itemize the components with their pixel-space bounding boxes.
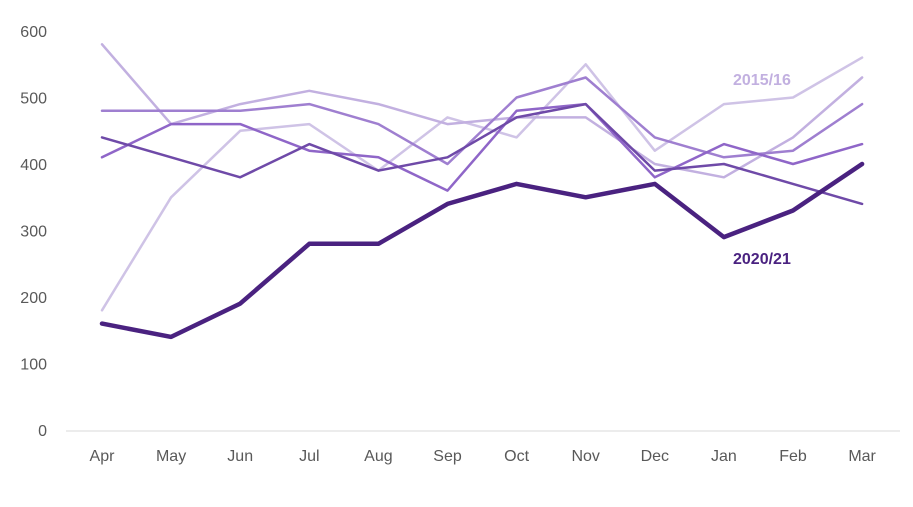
x-axis: Apr May Jun Jul Aug Sep Oct Nov Dec Jan Feb Mar xyxy=(90,448,877,465)
annotation-2015-16: 2015/16 xyxy=(733,72,791,89)
y-tick-label: 0 xyxy=(38,423,47,440)
x-tick-label: Mar xyxy=(848,448,876,465)
y-tick-label: 600 xyxy=(20,24,47,41)
x-tick-label: Apr xyxy=(90,448,116,465)
annotation-2020-21: 2020/21 xyxy=(733,251,791,268)
series-line-2 xyxy=(100,76,864,166)
series-lines xyxy=(99,43,865,340)
x-tick-label: Aug xyxy=(364,448,392,465)
x-tick-label: May xyxy=(156,448,186,465)
y-tick-label: 100 xyxy=(20,357,47,374)
y-axis: 0 100 200 300 400 500 600 xyxy=(20,24,47,440)
x-tick-label: Dec xyxy=(641,448,669,465)
y-tick-label: 500 xyxy=(20,91,47,108)
y-tick-label: 400 xyxy=(20,157,47,174)
x-tick-label: Sep xyxy=(433,448,462,465)
x-tick-label: Jun xyxy=(227,448,253,465)
x-tick-label: Nov xyxy=(571,448,599,465)
y-tick-label: 300 xyxy=(20,224,47,241)
y-tick-label: 200 xyxy=(20,290,47,307)
x-tick-label: Jul xyxy=(299,448,319,465)
x-tick-label: Jan xyxy=(711,448,737,465)
x-tick-label: Oct xyxy=(504,448,529,465)
x-tick-label: Feb xyxy=(779,448,807,465)
series-line-4 xyxy=(100,102,864,206)
series-line-0 xyxy=(100,56,864,312)
series-line-1 xyxy=(100,43,864,179)
series-line-5 xyxy=(99,161,865,340)
series-line-3 xyxy=(100,102,864,192)
